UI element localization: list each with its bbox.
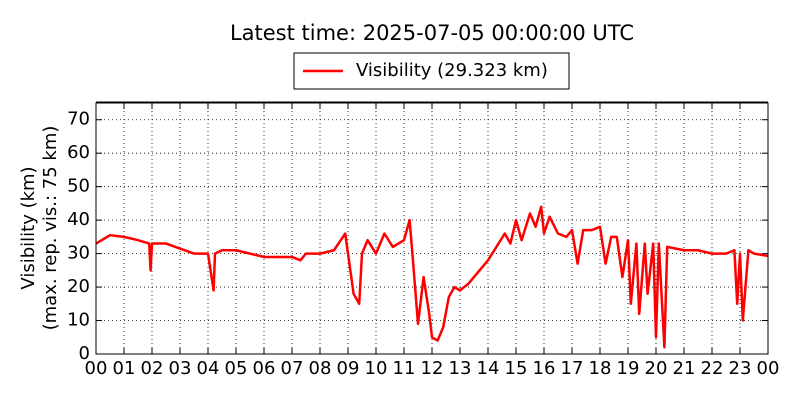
y-tick-label: 50 [67,176,90,197]
data-line [95,205,769,349]
x-tick-label: 16 [533,358,556,379]
y-axis-label: (max. rep. vis.: 75 km) [40,126,61,331]
y-tick-label: 40 [67,209,90,230]
y-tick-label: 20 [67,276,90,297]
x-tick-label: 04 [197,358,220,379]
plot-frame [95,102,769,355]
y-tick-label: 30 [67,243,90,264]
x-tick-label: 01 [113,358,136,379]
x-tick-label: 21 [673,358,696,379]
x-tick-label: 02 [141,358,164,379]
x-tick-label: 15 [505,358,528,379]
x-tick-label: 14 [477,358,500,379]
chart-title: Latest time: 2025-07-05 00:00:00 UTC [230,21,634,45]
x-tick-label: 20 [645,358,668,379]
x-tick-label: 08 [309,358,332,379]
x-tick-label: 00 [85,358,108,379]
x-tick-label: 06 [253,358,276,379]
x-tick-label: 18 [589,358,612,379]
x-tick-label: 00 [757,358,780,379]
x-tick-label: 05 [225,358,248,379]
y-tick-label: 0 [79,343,90,364]
x-tick-label: 19 [617,358,640,379]
x-tick-label: 22 [701,358,724,379]
y-axis-label: Visibility (km) [18,166,39,289]
x-tick-label: 23 [729,358,752,379]
x-tick-label: 03 [169,358,192,379]
y-tick-label: 10 [67,310,90,331]
x-tick-label: 17 [561,358,584,379]
x-tick-label: 09 [337,358,360,379]
x-tick-label: 12 [421,358,444,379]
x-tick-label: 11 [393,358,416,379]
legend-label: Visibility (29.323 km) [356,60,548,81]
x-tick-label: 10 [365,358,388,379]
y-tick-label: 70 [67,109,90,130]
x-tick-label: 07 [281,358,304,379]
x-tick-label: 13 [449,358,472,379]
y-tick-label: 60 [67,142,90,163]
